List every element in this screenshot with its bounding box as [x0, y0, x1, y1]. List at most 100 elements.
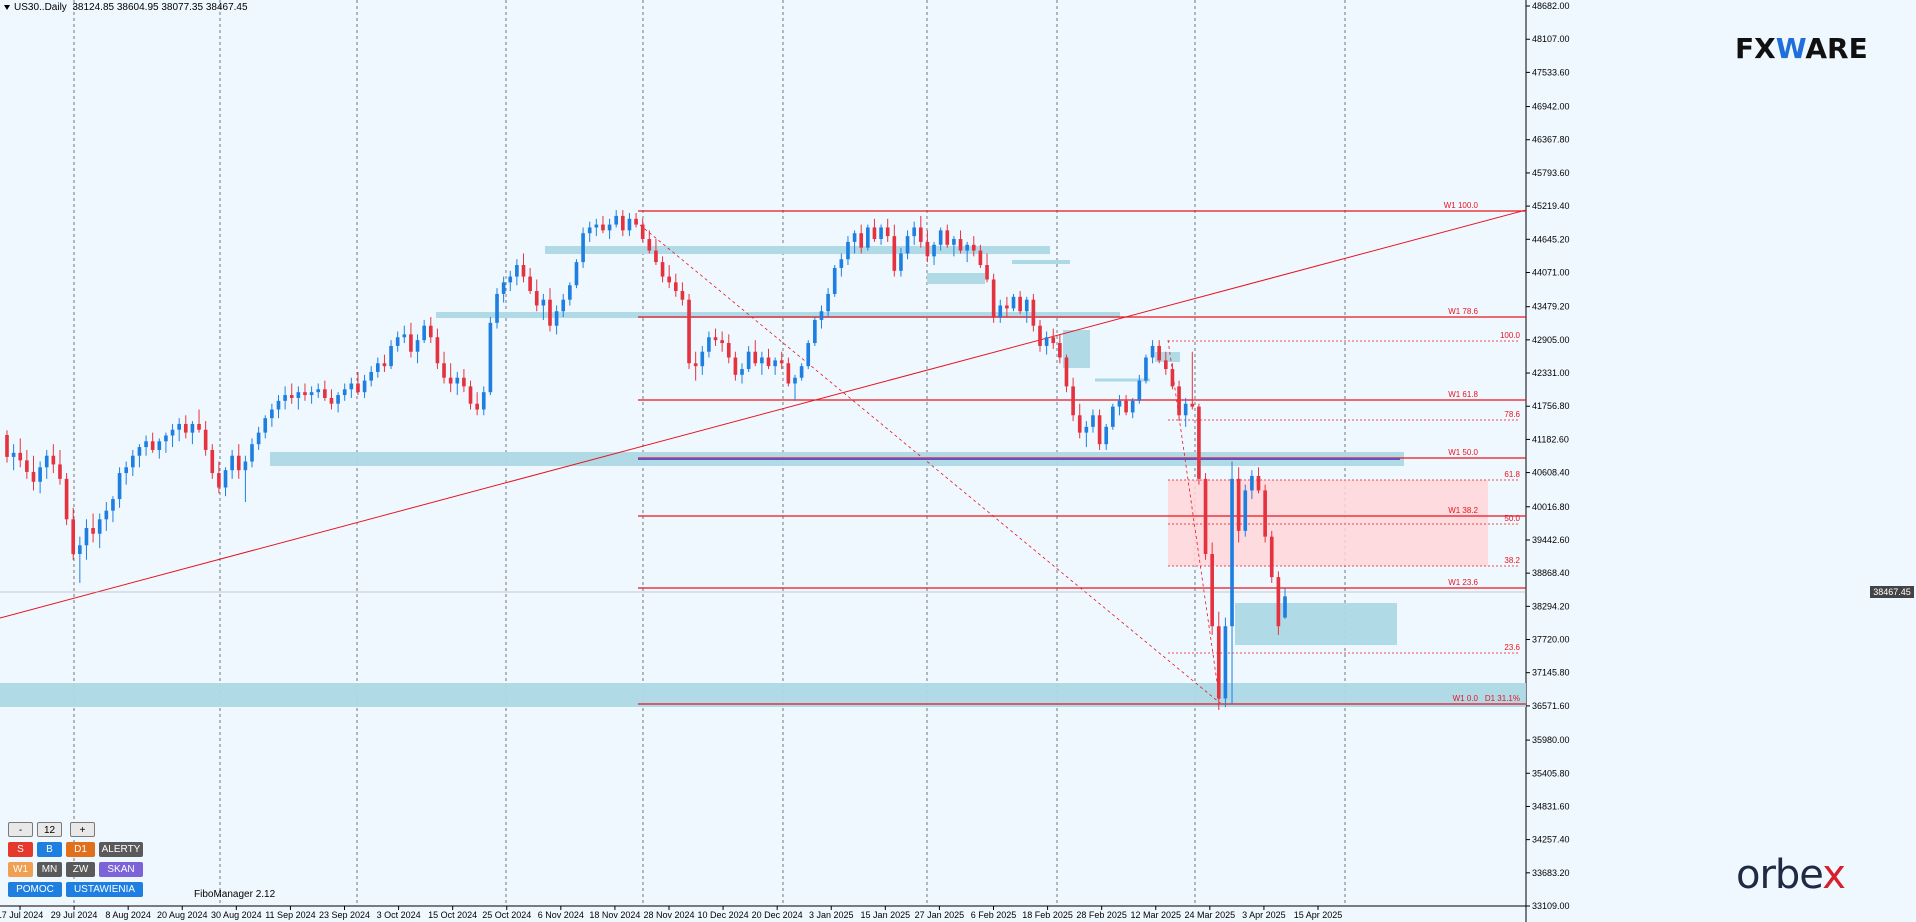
candle-body	[521, 265, 526, 277]
candle-body	[1183, 403, 1188, 416]
candle-body	[912, 227, 917, 237]
candle-body	[71, 519, 76, 554]
candle-body	[316, 389, 321, 393]
ohlc-values: 38124.85 38604.95 38077.35 38467.45	[72, 2, 248, 13]
candle-body	[389, 345, 393, 367]
candle-body	[899, 253, 903, 271]
fibo-manager-label: FiboManager 2.12	[194, 889, 276, 900]
candle-body	[700, 351, 705, 367]
candle-body	[1203, 478, 1208, 554]
candle-body	[568, 285, 572, 300]
candle-body	[1243, 490, 1248, 531]
weekly-fib-label: W1 23.6	[1448, 578, 1478, 587]
candle-body	[859, 233, 864, 248]
x-tick-label: 29 Jul 2024	[51, 910, 98, 920]
y-tick-label: 38868.40	[1532, 568, 1570, 578]
sell-button[interactable]: S	[8, 842, 33, 857]
candle-body	[415, 340, 420, 352]
candle-body	[362, 380, 367, 393]
orbex-logo: orbex	[1736, 852, 1846, 898]
candle-body	[468, 386, 473, 404]
candle-body	[693, 363, 698, 367]
candle-body	[1216, 626, 1221, 699]
candle-body	[799, 366, 804, 378]
candle-body	[124, 467, 129, 474]
candle-body	[528, 276, 532, 292]
support-zone	[1235, 603, 1397, 645]
settings-button[interactable]: USTAWIENIA	[66, 882, 143, 897]
candle-body	[991, 279, 996, 318]
candle-body	[38, 467, 42, 482]
pink-zone	[1168, 480, 1488, 566]
fxware-logo: FXWARE	[1735, 32, 1868, 65]
candle-body	[435, 337, 440, 364]
candle-body	[402, 334, 407, 338]
candle-body	[918, 227, 923, 242]
candle-body	[548, 299, 552, 326]
candle-body	[1018, 296, 1022, 312]
caret-down-icon[interactable]	[4, 4, 10, 10]
candle-body	[84, 527, 89, 546]
candle-body	[197, 423, 201, 430]
candle-body	[1097, 415, 1102, 445]
candle-body	[455, 377, 460, 384]
candle-body	[952, 239, 956, 245]
candle-body	[872, 227, 877, 240]
candle-body	[1077, 415, 1082, 433]
candle-body	[356, 383, 360, 393]
alerts-button[interactable]: ALERTY	[99, 842, 143, 857]
candle-body	[826, 293, 830, 312]
orbex-logo-part: x	[1822, 852, 1846, 898]
candle-body	[1084, 426, 1089, 433]
x-tick-label: 28 Feb 2025	[1076, 910, 1127, 920]
candle-body	[866, 227, 870, 248]
candle-body	[117, 473, 122, 500]
candle-body	[680, 291, 685, 300]
candle-body	[561, 299, 566, 312]
help-button[interactable]: POMOC	[8, 882, 62, 897]
weekly-fib-label: W1 50.0	[1448, 448, 1478, 457]
x-tick-label: 3 Jan 2025	[809, 910, 854, 920]
candle-body	[448, 377, 453, 384]
y-tick-label: 33109.00	[1532, 901, 1570, 911]
period-field[interactable]: 12	[37, 822, 62, 837]
candle-body	[256, 432, 261, 445]
x-tick-label: 10 Dec 2024	[698, 910, 749, 920]
candle-body	[369, 371, 374, 381]
zw-button[interactable]: ZW	[66, 862, 95, 877]
candle-body	[541, 299, 546, 306]
increase-button[interactable]: +	[70, 822, 95, 837]
candle-body	[250, 444, 254, 462]
candle-body	[1250, 475, 1254, 491]
y-tick-label: 35980.00	[1532, 735, 1570, 745]
candle-body	[846, 241, 850, 260]
candle-body	[1005, 305, 1009, 309]
scan-button[interactable]: SKAN	[99, 862, 143, 877]
x-tick-label: 20 Dec 2024	[752, 910, 803, 920]
decrease-button[interactable]: -	[8, 822, 33, 837]
candle-body	[713, 337, 718, 341]
candle-body	[1011, 296, 1016, 309]
mn-button[interactable]: MN	[37, 862, 62, 877]
w1-button[interactable]: W1	[8, 862, 33, 877]
candle-body	[243, 461, 248, 471]
candle-body	[660, 262, 665, 277]
buy-button[interactable]: B	[37, 842, 62, 857]
candle-body	[786, 363, 791, 384]
fxware-logo-part: FX	[1735, 32, 1776, 65]
candle-body	[342, 389, 347, 396]
candle-body	[534, 291, 539, 306]
y-tick-label: 44645.20	[1532, 234, 1570, 244]
candle-body	[1071, 386, 1075, 416]
candle-body	[323, 389, 327, 398]
candle-body	[1236, 478, 1241, 531]
candle-body	[720, 340, 724, 344]
support-zone	[0, 683, 1526, 707]
candle-body	[673, 282, 678, 292]
y-tick-label: 48107.00	[1532, 34, 1570, 44]
y-tick-label: 41756.80	[1532, 401, 1570, 411]
candle-body	[634, 218, 638, 225]
d1-button[interactable]: D1	[66, 842, 95, 857]
